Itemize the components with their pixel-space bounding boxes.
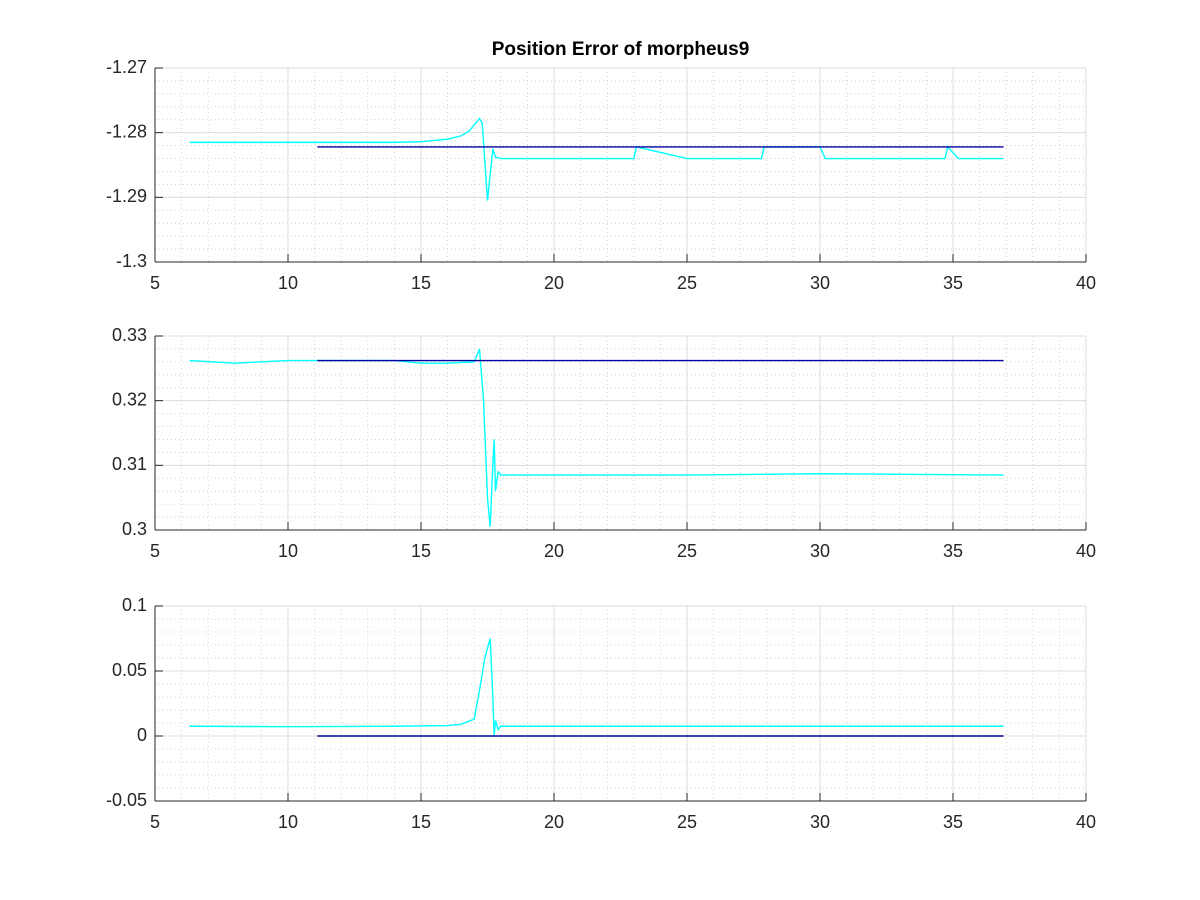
x-tick-label: 35 bbox=[943, 541, 963, 561]
y-tick-label: 0.3 bbox=[122, 519, 147, 539]
y-tick-label: -1.29 bbox=[106, 186, 147, 206]
x-tick-label: 10 bbox=[278, 541, 298, 561]
x-tick-label: 15 bbox=[411, 541, 431, 561]
x-tick-label: 30 bbox=[810, 541, 830, 561]
x-tick-label: 30 bbox=[810, 812, 830, 832]
y-tick-label: 0.33 bbox=[112, 325, 147, 345]
x-tick-label: 10 bbox=[278, 273, 298, 293]
x-tick-label: 40 bbox=[1076, 812, 1096, 832]
x-tick-label: 10 bbox=[278, 812, 298, 832]
y-tick-label: 0.1 bbox=[122, 595, 147, 615]
x-tick-label: 5 bbox=[150, 273, 160, 293]
y-tick-label: 0.05 bbox=[112, 660, 147, 680]
x-tick-label: 25 bbox=[677, 541, 697, 561]
x-tick-label: 40 bbox=[1076, 273, 1096, 293]
x-tick-label: 20 bbox=[544, 812, 564, 832]
x-tick-label: 40 bbox=[1076, 541, 1096, 561]
y-tick-label: -1.3 bbox=[116, 251, 147, 271]
y-tick-label: 0.32 bbox=[112, 389, 147, 409]
x-tick-label: 5 bbox=[150, 541, 160, 561]
x-tick-label: 15 bbox=[411, 273, 431, 293]
x-tick-label: 20 bbox=[544, 273, 564, 293]
y-tick-label: -1.27 bbox=[106, 57, 147, 77]
data-line bbox=[189, 638, 1004, 737]
x-tick-label: 25 bbox=[677, 273, 697, 293]
y-tick-label: -0.05 bbox=[106, 790, 147, 810]
x-tick-label: 15 bbox=[411, 812, 431, 832]
x-tick-label: 5 bbox=[150, 812, 160, 832]
x-tick-label: 35 bbox=[943, 812, 963, 832]
x-tick-label: 30 bbox=[810, 273, 830, 293]
y-tick-label: 0.31 bbox=[112, 454, 147, 474]
y-tick-label: -1.28 bbox=[106, 121, 147, 141]
x-tick-label: 35 bbox=[943, 273, 963, 293]
x-tick-label: 20 bbox=[544, 541, 564, 561]
chart-title: Position Error of morpheus9 bbox=[492, 39, 750, 60]
x-tick-label: 25 bbox=[677, 812, 697, 832]
y-tick-label: 0 bbox=[137, 725, 147, 745]
